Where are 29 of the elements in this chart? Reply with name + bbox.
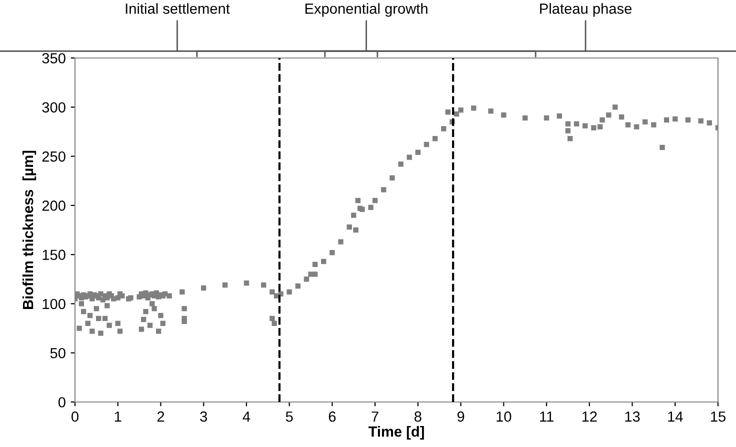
x-tick-label: 15 [711, 412, 726, 422]
x-tick-label: 13 [625, 411, 640, 422]
y-tick-label: 0 [58, 397, 66, 408]
text: Plateau phase [540, 3, 632, 17]
x-tick-label: 7 [372, 412, 378, 422]
y-tick-label: 250 [42, 151, 66, 162]
x-tick-label: 0 [72, 411, 78, 422]
x-tick-label: 12 [582, 411, 597, 422]
x-tick-label: 11 [540, 412, 554, 422]
text: Exponential growth [305, 3, 428, 17]
y-tick-label: 100 [42, 298, 66, 310]
y-tick-label: 300 [42, 102, 66, 113]
y-tick-label: 350 [42, 53, 66, 64]
x-tick-label: 14 [668, 412, 683, 422]
x-tick-label: 10 [496, 411, 512, 422]
x-axis-title: Time [d] [368, 426, 424, 440]
x-tick-label: 1 [114, 412, 122, 422]
y-tick-label: 200 [42, 200, 66, 211]
y-tick-label: 50 [50, 348, 66, 358]
x-tick-label: 9 [457, 411, 464, 422]
y-tick-label: 150 [42, 250, 66, 260]
x-tick-label: 6 [328, 411, 336, 422]
text: Initial settlement [126, 3, 230, 14]
y-axis-title: Biofilm thickness [µm] [22, 150, 36, 309]
x-tick-label: 8 [414, 411, 422, 422]
x-tick-label: 4 [242, 412, 250, 422]
x-tick-label: 3 [200, 411, 208, 422]
x-tick-label: 2 [157, 411, 164, 422]
x-tick-label: 5 [286, 412, 293, 422]
